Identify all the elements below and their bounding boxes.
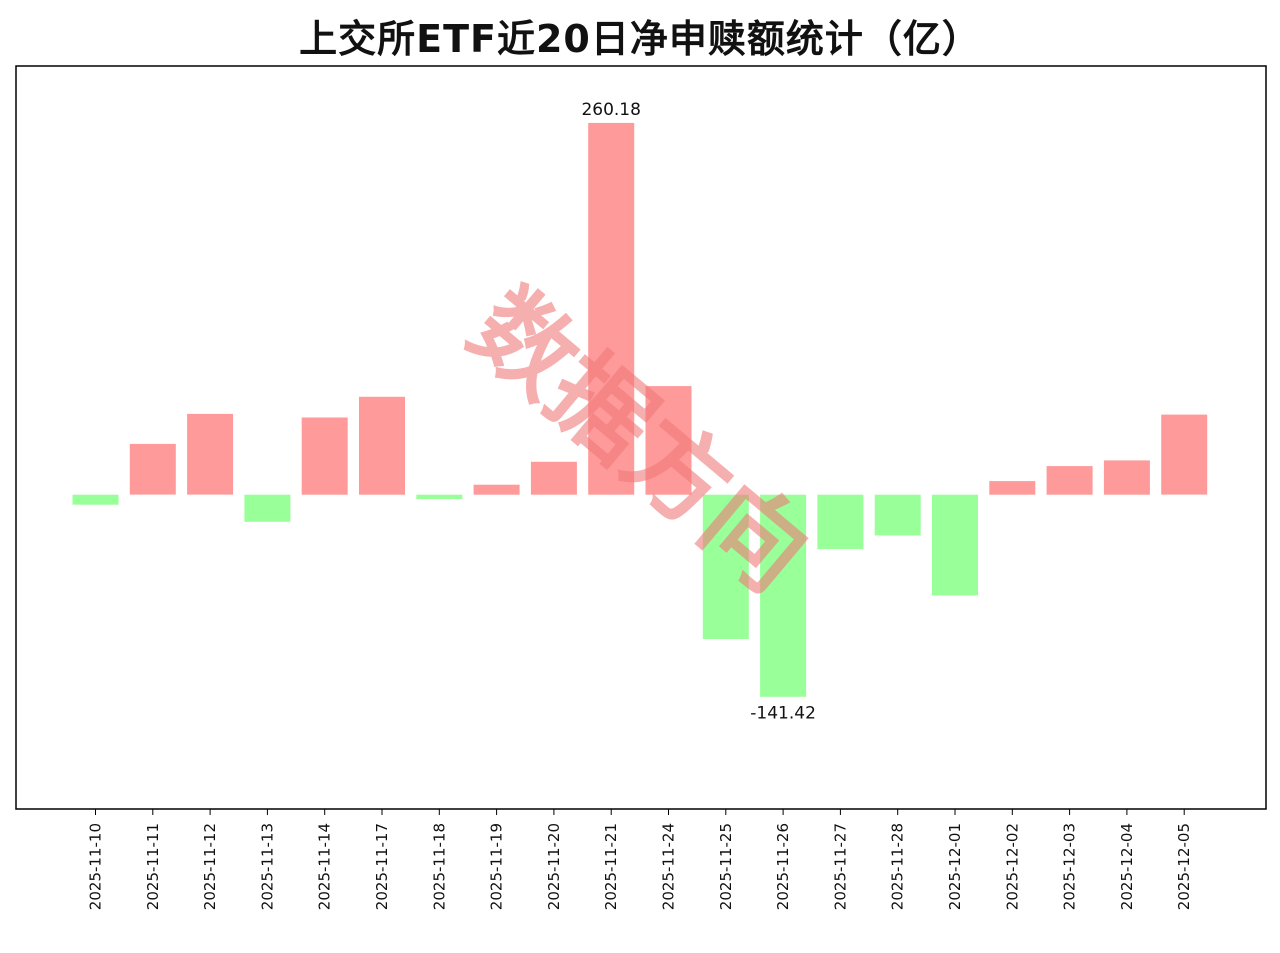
- x-tick-label: 2025-11-24: [660, 823, 678, 910]
- x-tick-label: 2025-11-27: [831, 823, 849, 910]
- x-tick-label: 2025-11-21: [602, 823, 620, 910]
- data-label: -141.42: [750, 704, 816, 724]
- chart-title: 上交所ETF近20日净申赎额统计（亿）: [299, 17, 981, 61]
- bar-2025-11-18: [416, 494, 463, 499]
- bar-2025-12-03: [1046, 466, 1093, 495]
- bar-2025-11-26: [760, 494, 807, 697]
- x-tick-label: 2025-11-13: [258, 823, 276, 910]
- bar-2025-11-25: [702, 494, 749, 639]
- x-tick-label: 2025-11-26: [774, 823, 792, 910]
- x-tick-label: 2025-11-10: [87, 823, 105, 910]
- bar-2025-12-05: [1161, 414, 1208, 495]
- x-tick-label: 2025-11-14: [316, 823, 334, 910]
- x-tick-label: 2025-12-02: [1003, 823, 1021, 910]
- x-tick-label: 2025-11-12: [201, 823, 219, 910]
- bar-2025-11-13: [244, 494, 291, 522]
- plot-frame: [15, 65, 1267, 810]
- watermark-text: 数据方向: [449, 267, 831, 614]
- bar-2025-12-01: [932, 494, 978, 596]
- data-label: 260.18: [581, 100, 640, 120]
- bar-2025-11-27: [817, 494, 864, 549]
- bar-2025-11-20: [530, 461, 577, 495]
- bar-2025-11-11: [129, 443, 176, 495]
- x-tick-label: 2025-11-25: [717, 823, 735, 910]
- bar-2025-12-04: [1103, 460, 1150, 495]
- bar-2025-11-14: [301, 417, 348, 495]
- x-tick-label: 2025-12-05: [1175, 823, 1193, 910]
- watermark: 数据方向: [449, 267, 831, 614]
- x-tick-label: 2025-12-01: [946, 823, 964, 910]
- x-tick-label: 2025-11-28: [889, 823, 907, 910]
- bar-2025-11-17: [359, 396, 405, 495]
- bar-2025-11-19: [473, 484, 520, 495]
- x-tick-label: 2025-11-18: [430, 823, 448, 910]
- x-tick-label: 2025-12-04: [1118, 823, 1136, 910]
- bar-2025-11-12: [187, 413, 234, 495]
- bar-2025-12-02: [989, 481, 1036, 495]
- x-tick-label: 2025-11-20: [545, 823, 563, 910]
- x-tick-label: 2025-12-03: [1061, 823, 1079, 910]
- bar-2025-11-21: [588, 122, 635, 495]
- bar-2025-11-24: [645, 386, 692, 495]
- bar-2025-11-10: [72, 494, 119, 505]
- bar-2025-11-28: [874, 494, 921, 536]
- x-tick-label: 2025-11-19: [488, 823, 506, 910]
- x-tick-label: 2025-11-17: [373, 823, 391, 910]
- x-tick-label: 2025-11-11: [144, 823, 162, 910]
